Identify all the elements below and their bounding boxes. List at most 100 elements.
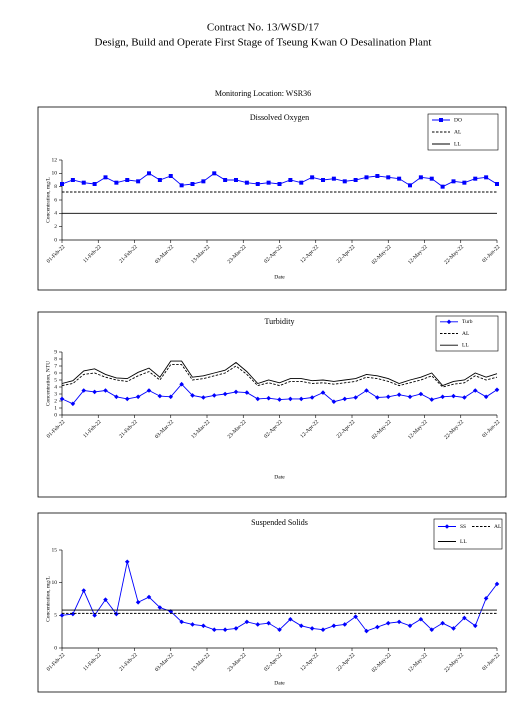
marker — [385, 394, 391, 400]
marker — [484, 175, 489, 180]
marker — [157, 178, 162, 182]
marker — [472, 388, 478, 393]
y-tick-label: 2 — [54, 398, 57, 404]
marker — [342, 396, 348, 402]
marker — [211, 393, 217, 398]
marker — [146, 388, 152, 393]
marker — [462, 395, 467, 400]
y-tick-label: 4 — [54, 384, 57, 390]
marker — [103, 175, 108, 180]
marker — [494, 581, 500, 587]
series-line — [61, 364, 498, 388]
marker — [147, 171, 151, 176]
marker — [135, 599, 141, 605]
marker — [179, 619, 184, 625]
marker — [309, 395, 315, 400]
y-tick-label: 6 — [54, 197, 57, 203]
marker — [222, 627, 228, 633]
marker — [255, 622, 261, 627]
marker — [451, 626, 456, 631]
marker — [407, 394, 413, 400]
marker — [201, 179, 206, 184]
y-axis-label: Concentration, NTU — [45, 361, 51, 406]
marker — [125, 178, 130, 182]
legend-marker — [439, 118, 443, 122]
marker — [462, 180, 467, 185]
marker — [407, 623, 413, 629]
marker — [92, 389, 97, 395]
marker — [342, 622, 348, 627]
marker — [418, 175, 423, 180]
marker — [114, 611, 119, 617]
marker — [277, 627, 282, 633]
marker — [451, 393, 456, 399]
marker — [375, 395, 380, 400]
marker — [59, 396, 65, 402]
marker — [298, 396, 304, 402]
marker — [201, 395, 206, 400]
marker — [190, 182, 195, 186]
legend-label: LL — [460, 539, 467, 545]
x-axis-label: Date — [274, 274, 285, 280]
marker — [201, 623, 206, 629]
marker — [212, 171, 217, 176]
marker — [494, 387, 500, 393]
x-axis-label: Date — [274, 680, 285, 686]
marker — [473, 176, 478, 181]
marker — [429, 397, 435, 402]
marker — [81, 180, 86, 185]
legend-marker — [444, 524, 450, 529]
legend-label: AL — [462, 331, 470, 337]
marker — [364, 388, 369, 393]
y-tick-label: 5 — [54, 613, 57, 619]
legend-label: AL — [454, 129, 462, 135]
marker — [483, 596, 489, 601]
y-tick-label: 8 — [54, 356, 57, 362]
y-tick-label: 10 — [52, 171, 58, 177]
y-tick-label: 0 — [54, 237, 57, 243]
chart-title: Suspended Solids — [251, 518, 308, 527]
marker — [288, 396, 293, 402]
marker — [244, 619, 250, 625]
marker — [451, 179, 456, 184]
x-axis-label: Date — [274, 474, 285, 480]
marker — [70, 611, 76, 617]
marker — [233, 626, 239, 631]
marker — [124, 559, 130, 565]
y-tick-label: 9 — [54, 349, 57, 355]
marker — [60, 182, 64, 186]
marker — [277, 182, 282, 186]
marker — [331, 623, 337, 629]
contract-title: Contract No. 13/WSD/17 — [207, 22, 320, 34]
marker — [483, 394, 489, 400]
marker — [310, 175, 315, 180]
legend-marker — [446, 319, 452, 325]
y-tick-label: 5 — [54, 377, 57, 383]
marker — [331, 176, 336, 181]
marker — [353, 395, 358, 400]
y-tick-label: 10 — [52, 580, 58, 586]
y-tick-label: 2 — [54, 224, 57, 230]
marker — [124, 396, 130, 402]
marker — [168, 174, 173, 178]
location: Monitoring Location: WSR36 — [215, 89, 311, 98]
marker — [298, 623, 304, 629]
marker — [136, 179, 141, 184]
legend-label: LL — [454, 141, 461, 147]
marker — [211, 627, 217, 633]
marker — [266, 395, 271, 401]
marker — [353, 178, 358, 182]
y-tick-label: 0 — [54, 412, 57, 418]
y-axis-label: Concentration, mg/L — [45, 575, 51, 621]
marker — [70, 401, 76, 407]
series-line — [61, 360, 498, 387]
marker — [103, 388, 108, 393]
marker — [342, 179, 347, 184]
project-title: Design, Build and Operate First Stage of… — [95, 37, 432, 49]
legend-label: DO — [454, 117, 462, 123]
marker — [277, 397, 282, 402]
marker — [59, 613, 65, 618]
y-tick-label: 0 — [54, 645, 57, 651]
legend-label: AL — [494, 524, 502, 530]
